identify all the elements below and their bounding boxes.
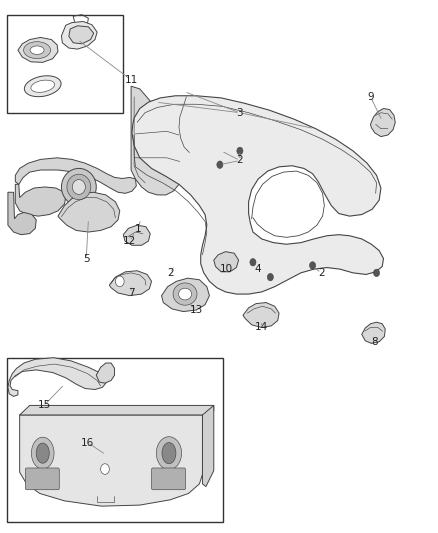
Polygon shape: [8, 192, 36, 235]
Text: 5: 5: [83, 254, 89, 263]
Polygon shape: [69, 26, 94, 44]
Bar: [7, 358, 223, 522]
Polygon shape: [202, 406, 214, 487]
Circle shape: [250, 259, 256, 266]
Polygon shape: [362, 322, 385, 343]
Polygon shape: [15, 184, 66, 216]
Text: 14: 14: [255, 322, 268, 333]
Ellipse shape: [156, 437, 182, 470]
Text: 15: 15: [37, 400, 51, 410]
Ellipse shape: [162, 442, 176, 464]
Polygon shape: [58, 192, 120, 232]
FancyBboxPatch shape: [25, 468, 59, 490]
Ellipse shape: [32, 437, 54, 469]
Polygon shape: [162, 278, 209, 312]
FancyBboxPatch shape: [152, 468, 185, 490]
Text: 9: 9: [367, 92, 374, 102]
Ellipse shape: [25, 76, 61, 96]
Ellipse shape: [61, 168, 96, 206]
Ellipse shape: [30, 46, 44, 54]
Ellipse shape: [24, 42, 50, 59]
Text: 2: 2: [237, 156, 243, 165]
Circle shape: [101, 464, 110, 474]
Ellipse shape: [179, 288, 191, 300]
Ellipse shape: [173, 283, 197, 305]
Ellipse shape: [72, 180, 85, 195]
Text: 11: 11: [124, 75, 138, 85]
Text: 2: 2: [318, 268, 325, 278]
Text: 7: 7: [128, 288, 134, 298]
Ellipse shape: [31, 80, 55, 92]
Polygon shape: [243, 303, 279, 327]
Text: 13: 13: [190, 305, 203, 315]
Polygon shape: [110, 271, 152, 296]
Ellipse shape: [36, 443, 49, 463]
Text: 12: 12: [123, 236, 136, 246]
Polygon shape: [214, 252, 239, 272]
Text: 1: 1: [135, 224, 142, 235]
Text: 8: 8: [371, 337, 378, 347]
Text: 4: 4: [255, 264, 261, 274]
Polygon shape: [131, 86, 182, 195]
Circle shape: [116, 276, 124, 287]
Polygon shape: [20, 406, 214, 419]
Text: 16: 16: [81, 438, 94, 448]
Circle shape: [217, 161, 223, 168]
Polygon shape: [61, 21, 97, 49]
Ellipse shape: [67, 174, 91, 200]
Polygon shape: [8, 358, 106, 397]
Circle shape: [310, 262, 316, 269]
Circle shape: [374, 269, 380, 277]
Bar: [7, 14, 123, 113]
Text: 2: 2: [167, 268, 173, 278]
Polygon shape: [123, 225, 150, 245]
Text: 3: 3: [237, 108, 243, 118]
Circle shape: [237, 147, 243, 155]
Polygon shape: [96, 363, 115, 383]
Polygon shape: [132, 96, 384, 294]
Text: 10: 10: [220, 264, 233, 274]
Circle shape: [267, 273, 273, 281]
Polygon shape: [18, 37, 58, 62]
Polygon shape: [20, 415, 202, 506]
Polygon shape: [15, 158, 136, 193]
Polygon shape: [371, 109, 395, 136]
